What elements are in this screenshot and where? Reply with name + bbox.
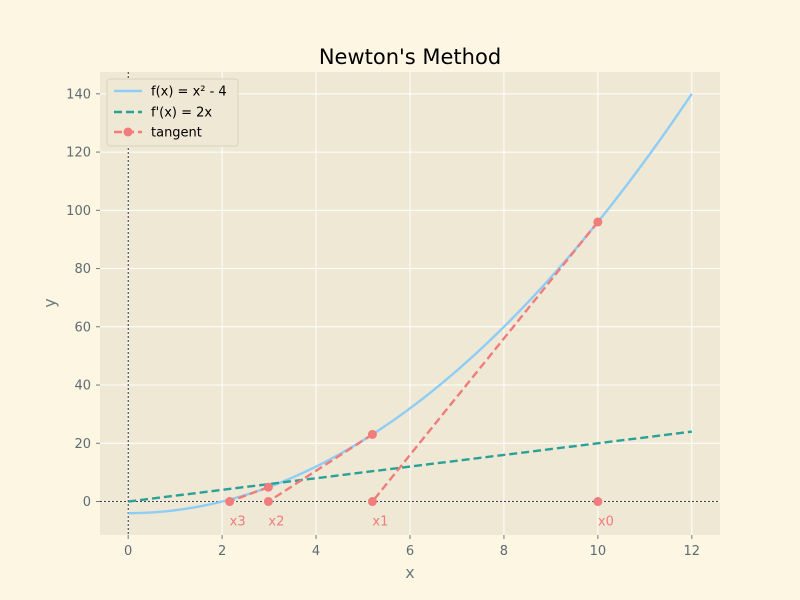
iteration-label: x0 [598,515,614,530]
tangent-point [225,497,235,507]
chart-series [128,93,693,515]
y-tick-label: 0 [83,495,91,510]
x-tick-label: 8 [500,544,508,559]
tangent-segment [267,433,374,503]
iteration-label: x3 [230,515,246,530]
legend: f(x) = x² - 4 f'(x) = 2x tangent [106,78,239,147]
legend-box [106,78,239,147]
derivative-line [128,430,692,503]
tangent-segment [229,486,269,503]
x-tick-label: 0 [124,544,132,559]
x-tick-label: 2 [218,544,226,559]
y-tick-label: 80 [74,262,91,277]
y-tick-label: 120 [66,146,91,161]
tangent-point [367,429,377,439]
y-tick-label: 100 [66,204,91,219]
tangent-point [593,497,603,507]
tangent-point [263,482,273,492]
iteration-label: x1 [372,515,388,530]
y-tick-label: 40 [74,379,91,394]
x-tick-label: 12 [684,544,701,559]
tangent-point [593,217,603,227]
y-tick-label: 20 [74,437,91,452]
y-axis-label: y [40,298,59,307]
tangent-point [367,497,377,507]
x-tick-label: 6 [406,544,414,559]
legend-label-derivative: f'(x) = 2x [151,106,212,121]
x-tick-label: 4 [312,544,320,559]
legend-label-function: f(x) = x² - 4 [151,85,227,100]
reference-lines [100,72,720,535]
x-axis-label: x [405,563,414,582]
chart-title: Newton's Method [319,45,501,69]
legend-label-tangent: tangent [151,126,202,141]
iteration-label: x2 [268,515,284,530]
iteration-annotations: x0 x1 x2 x3 [230,515,614,530]
tangent-point [263,497,273,507]
x-tick-label: 10 [590,544,607,559]
y-tick-label: 140 [66,87,91,102]
legend-marker-tangent [123,127,133,137]
y-tick-label: 60 [74,320,91,335]
